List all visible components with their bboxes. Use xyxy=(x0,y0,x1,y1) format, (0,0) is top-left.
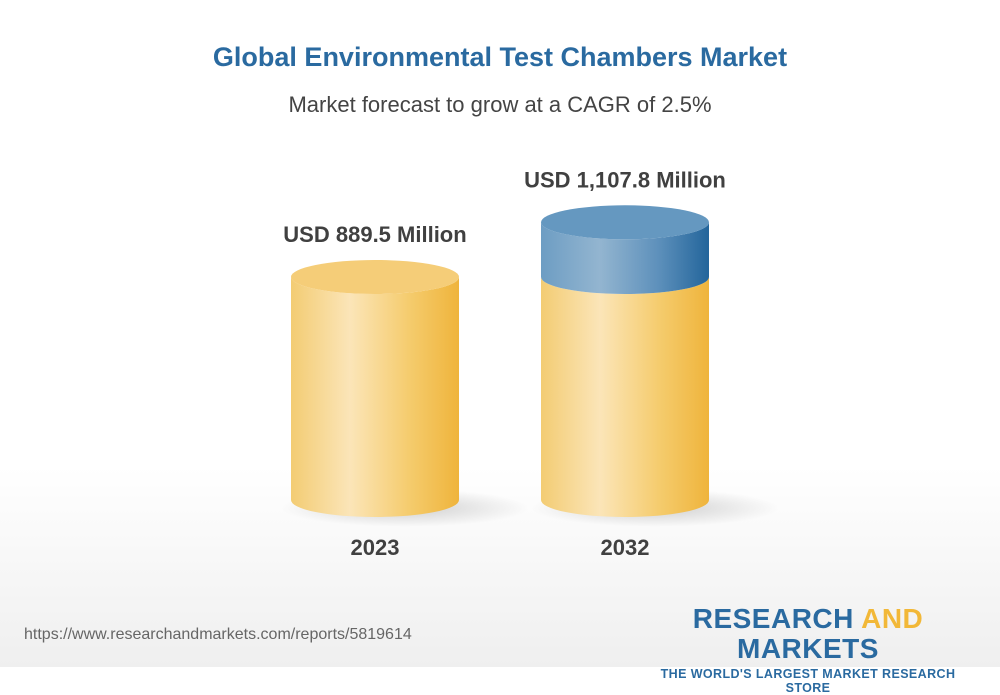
chart-title: Global Environmental Test Chambers Marke… xyxy=(212,42,788,72)
cylinder-body-base xyxy=(541,277,709,517)
category-label: 2023 xyxy=(351,535,400,560)
cylinder-top-growth xyxy=(541,205,709,240)
category-label: 2032 xyxy=(601,535,650,560)
data-label: USD 889.5 Million xyxy=(283,222,466,247)
chart-subtitle: Market forecast to grow at a CAGR of 2.5… xyxy=(288,92,712,117)
cylinder-body-base xyxy=(291,277,459,517)
data-label: USD 1,107.8 Million xyxy=(524,167,726,192)
cylinder-body-growth xyxy=(541,222,709,294)
cylinder-top-base xyxy=(291,260,459,294)
cylinder-chart: USD 889.5 Million 2023 USD 1,107.8 Million… xyxy=(281,167,779,560)
source-url[interactable]: https://www.researchandmarkets.com/repor… xyxy=(24,626,412,643)
research-and-markets-logo: RESEARCH AND MARKETS THE WORLD'S LARGEST… xyxy=(660,603,956,695)
